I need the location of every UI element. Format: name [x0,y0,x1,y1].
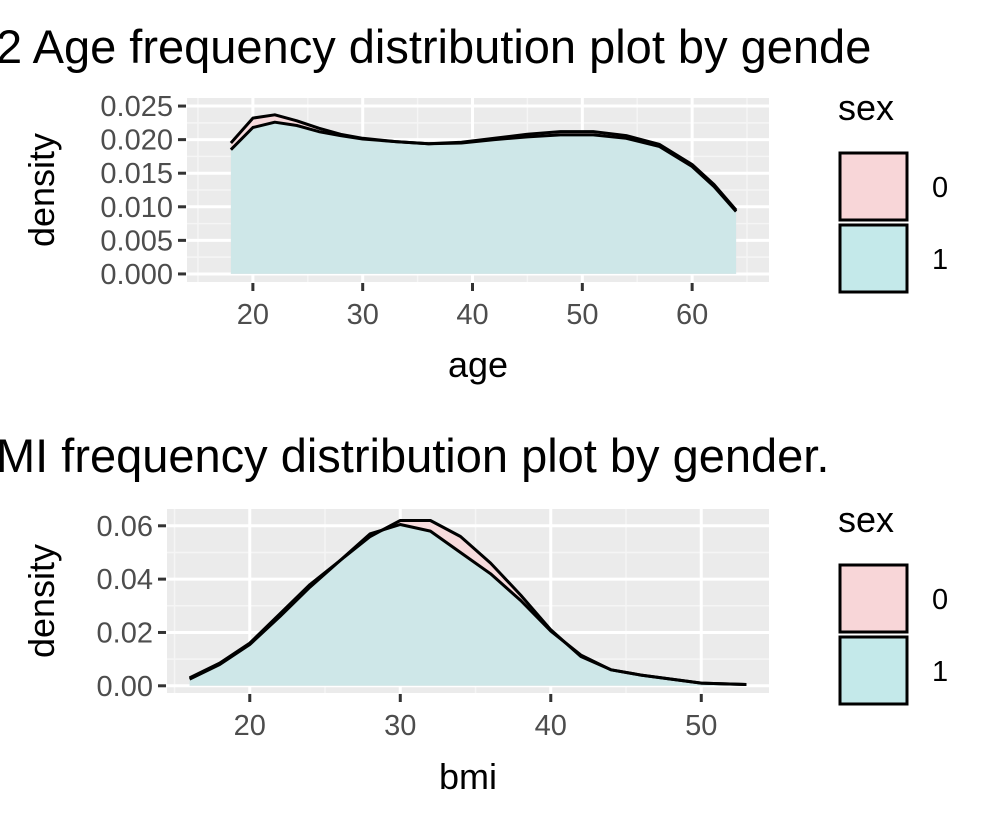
y-tick-label: 0.00 [97,671,153,703]
x-tick-1: 30 [384,694,416,742]
legend-key-1 [838,223,909,294]
x-tick-label: 20 [237,299,269,331]
x-tick-0: 20 [234,694,266,742]
legend-label-1: 1 [932,656,948,688]
age-density-plot: 2 Age frequency distribution plot by gen… [0,20,948,385]
y-tick-label: 0.005 [100,225,173,257]
x-tick-label: 40 [535,710,567,742]
legend-label-0: 0 [932,584,948,616]
density-series [229,113,738,274]
y-tick-1: 0.005 [100,225,186,257]
y-tick-3: 0.015 [100,158,186,190]
density-line-sex-1 [229,120,738,213]
y-axis: 0.00 0.02 0.04 0.06 [97,511,166,703]
x-axis: 20 30 40 50 [234,694,717,742]
x-tick-2: 40 [535,694,567,742]
y-tick-label: 0.025 [100,91,173,123]
x-tick-label: 50 [685,710,717,742]
x-tick-label: 30 [384,710,416,742]
chart-title: 2 Age frequency distribution plot by gen… [0,20,871,73]
x-tick-label: 30 [347,299,379,331]
density-line-sex-1 [188,523,747,686]
legend-key-0 [838,563,909,634]
y-tick-label: 0.020 [100,125,173,157]
y-tick-4: 0.020 [100,125,186,157]
x-tick-label: 20 [234,710,266,742]
y-tick-label: 0.015 [100,158,173,190]
density-area-sex-1 [189,524,747,686]
y-axis: 0.000 0.005 0.010 0.015 0.020 0.025 [100,91,186,291]
x-tick-2: 40 [456,283,489,331]
bmi-density-plot: MI frequency distribution plot by gender… [0,429,948,797]
legend-label-0: 0 [932,172,948,204]
x-axis-title: age [448,344,508,385]
legend-title: sex [838,499,894,540]
y-axis-title: density [21,133,62,247]
x-tick-label: 40 [456,299,488,331]
y-axis-title: density [21,544,62,658]
x-tick-3: 50 [566,283,598,331]
x-tick-0: 20 [237,283,269,331]
y-tick-label: 0.000 [100,259,173,291]
chart-title: MI frequency distribution plot by gender… [0,429,829,482]
density-series [188,519,747,686]
x-tick-1: 30 [347,283,379,331]
legend-key-0 [838,151,909,222]
legend: sex 0 1 [838,499,948,706]
x-tick-4: 60 [676,283,708,331]
legend-key-1 [838,635,909,706]
y-tick-label: 0.02 [97,617,153,649]
y-tick-2: 0.010 [100,192,186,224]
y-tick-0: 0.00 [97,671,166,703]
legend: sex 0 1 [838,87,948,294]
x-axis-title: bmi [439,756,497,797]
y-tick-label: 0.010 [100,192,173,224]
density-area-sex-1 [230,122,737,274]
y-tick-0: 0.000 [100,259,186,291]
x-tick-label: 60 [676,299,708,331]
y-tick-5: 0.025 [100,91,186,123]
legend-label-1: 1 [932,244,948,276]
x-tick-label: 50 [566,299,598,331]
y-tick-label: 0.04 [97,564,153,596]
y-tick-1: 0.02 [97,617,166,649]
legend-title: sex [838,87,894,128]
y-tick-label: 0.06 [97,511,153,543]
y-tick-3: 0.06 [97,511,166,543]
y-tick-2: 0.04 [97,564,166,596]
x-tick-3: 50 [685,694,717,742]
x-axis: 20 30 40 50 60 [237,283,708,331]
